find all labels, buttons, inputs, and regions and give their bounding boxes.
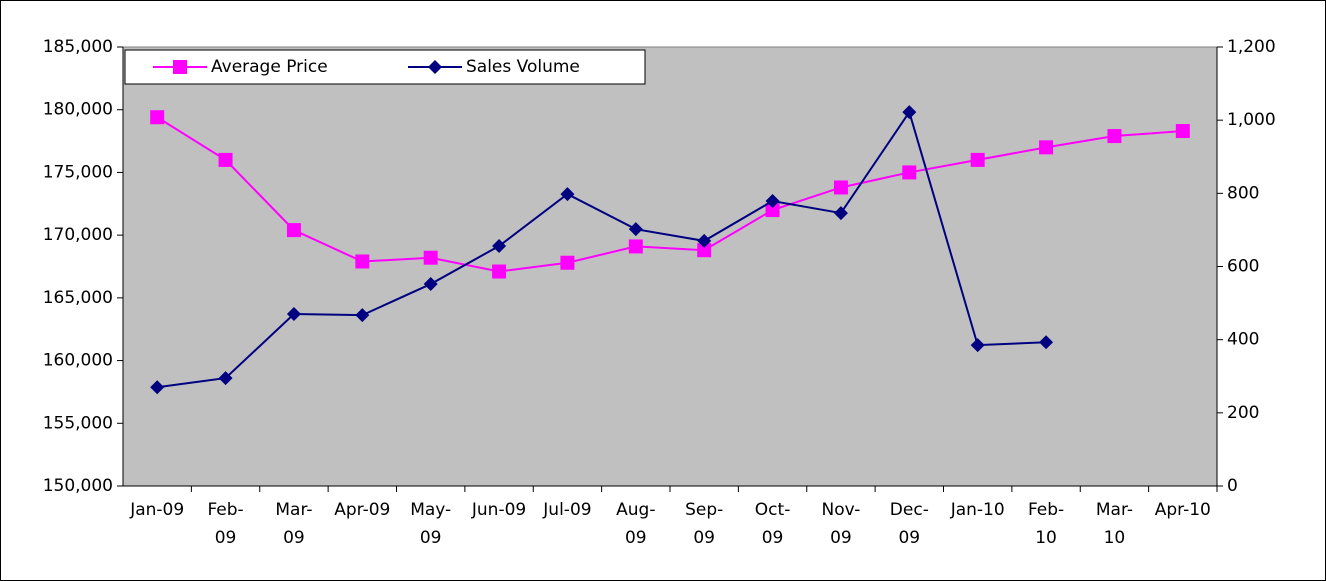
x-tick-label: Mar-10 <box>1096 500 1133 548</box>
marker <box>697 243 712 258</box>
y-tick-label: 155,000 <box>43 413 113 433</box>
marker <box>560 187 575 202</box>
y2-tick-label: 200 <box>1227 403 1259 423</box>
marker <box>150 380 165 395</box>
y2-tick-label: 800 <box>1227 183 1259 203</box>
marker <box>833 206 848 221</box>
plot-area <box>122 46 1218 487</box>
legend-box <box>124 49 646 85</box>
y2-tick-label: 1,200 <box>1227 37 1276 57</box>
series-line <box>157 109 1047 389</box>
x-tick-label: Apr-10 <box>1155 500 1211 520</box>
y-tick-label: 180,000 <box>43 100 113 120</box>
y-tick-label: 160,000 <box>43 351 113 371</box>
marker <box>765 194 780 209</box>
legend-label: Sales Volume <box>466 57 580 77</box>
marker <box>218 152 233 167</box>
marker <box>173 60 187 74</box>
series-line <box>156 116 1183 273</box>
legend-label: Average Price <box>211 57 328 77</box>
x-tick-label: Feb-09 <box>207 500 243 548</box>
marker <box>560 255 575 270</box>
marker <box>423 250 438 265</box>
y-tick-label: 165,000 <box>43 288 113 308</box>
marker <box>697 233 712 248</box>
marker <box>286 223 301 238</box>
y-tick-label: 175,000 <box>43 162 113 182</box>
marker <box>492 264 507 279</box>
y-tick-label: 170,000 <box>43 225 113 245</box>
x-tick-label: Dec-09 <box>890 500 929 548</box>
x-tick-label: Jan-09 <box>129 500 184 520</box>
marker <box>1107 129 1122 144</box>
x-tick-label: Jan-10 <box>950 500 1005 520</box>
marker <box>355 308 370 323</box>
marker <box>628 222 643 237</box>
marker <box>423 277 438 292</box>
marker <box>970 152 985 167</box>
y-tick-label: 150,000 <box>43 476 113 496</box>
marker <box>150 110 165 125</box>
x-tick-label: Apr-09 <box>334 500 390 520</box>
marker <box>765 203 780 218</box>
x-tick-label: Nov-09 <box>822 500 861 548</box>
x-tick-label: Mar-09 <box>275 500 312 548</box>
marker <box>902 165 917 180</box>
x-tick-label: Feb-10 <box>1028 500 1064 548</box>
x-tick-label: Jun-09 <box>471 500 526 520</box>
y-tick-label: 185,000 <box>43 37 113 57</box>
marker <box>286 307 301 322</box>
marker <box>1039 335 1054 350</box>
x-tick-label: Oct-09 <box>755 500 791 548</box>
y2-tick-label: 400 <box>1227 330 1259 350</box>
marker <box>218 371 233 386</box>
marker <box>1039 140 1054 155</box>
x-tick-label: Sep-09 <box>685 500 723 548</box>
marker <box>628 239 643 254</box>
x-tick-label: May-09 <box>410 500 451 548</box>
y2-tick-label: 600 <box>1227 257 1259 277</box>
marker <box>428 60 442 74</box>
x-tick-label: Jul-09 <box>542 500 591 520</box>
y2-tick-label: 1,000 <box>1227 110 1276 130</box>
marker <box>970 338 985 353</box>
marker <box>902 105 917 120</box>
x-tick-label: Aug-09 <box>616 500 655 548</box>
marker <box>1175 124 1190 139</box>
marker <box>355 254 370 269</box>
marker <box>833 180 848 195</box>
y2-tick-label: 0 <box>1227 476 1238 496</box>
marker <box>492 239 507 254</box>
